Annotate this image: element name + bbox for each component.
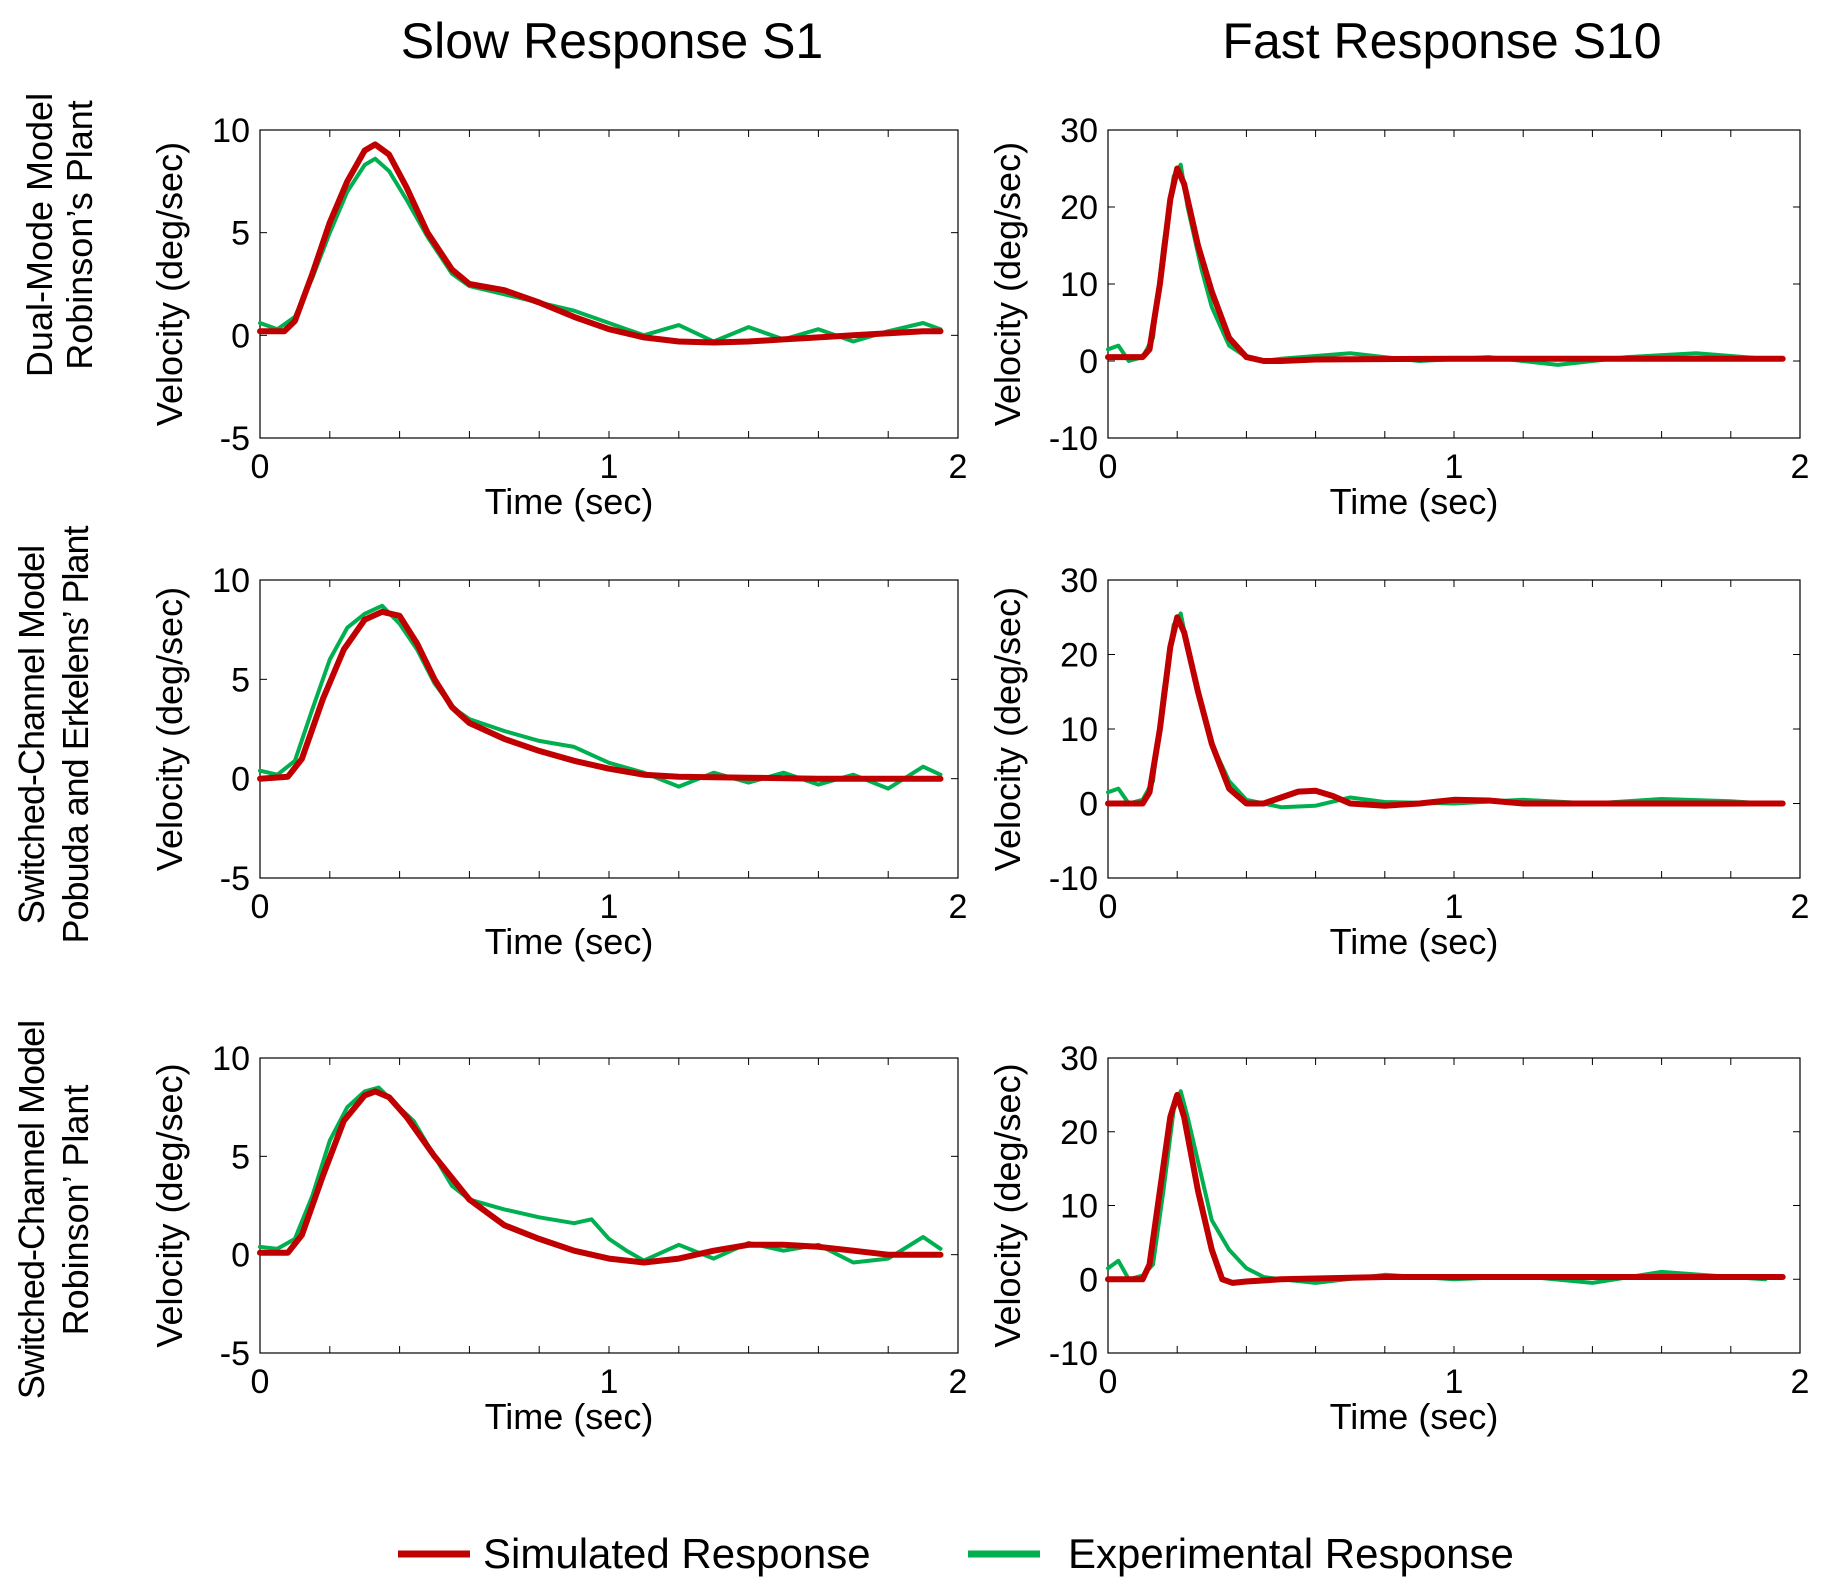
row-title-3-line2: Robinson’ Plant bbox=[55, 1085, 96, 1336]
y-tick-label: 5 bbox=[231, 1138, 250, 1176]
y-tick-label: 20 bbox=[1060, 637, 1098, 675]
y-tick-label: 10 bbox=[212, 112, 250, 150]
y-tick-label: 10 bbox=[1060, 1188, 1098, 1226]
x-axis-label: Time (sec) bbox=[1330, 1396, 1499, 1437]
y-axis-label: Velocity (deg/sec) bbox=[987, 1063, 1028, 1347]
row-title-2-line2: Pobuda and Erkelens’ Plant bbox=[55, 526, 96, 944]
y-tick-label: 20 bbox=[1060, 189, 1098, 227]
legend-label-experimental: Experimental Response bbox=[1068, 1530, 1514, 1577]
y-tick-label: 10 bbox=[212, 562, 250, 600]
x-axis-label: Time (sec) bbox=[485, 1396, 654, 1437]
x-tick-label: 2 bbox=[949, 1363, 968, 1401]
x-tick-label: 0 bbox=[1099, 1363, 1118, 1401]
x-tick-label: 1 bbox=[600, 1363, 619, 1401]
y-tick-label: 0 bbox=[231, 317, 250, 355]
x-tick-label: 2 bbox=[1791, 888, 1810, 926]
series-line-simulated bbox=[257, 141, 944, 346]
series-line-experimental bbox=[1106, 611, 1768, 810]
x-tick-label: 2 bbox=[949, 448, 968, 486]
x-tick-label: 0 bbox=[251, 888, 270, 926]
y-tick-label: 0 bbox=[1079, 786, 1098, 824]
x-tick-label: 0 bbox=[1099, 448, 1118, 486]
y-tick-label: -10 bbox=[1049, 420, 1098, 458]
series-line-simulated bbox=[1105, 165, 1786, 364]
series-line-simulated bbox=[1105, 1091, 1786, 1286]
y-tick-label: 0 bbox=[1079, 343, 1098, 381]
y-axis-label: Velocity (deg/sec) bbox=[149, 142, 190, 426]
x-axis-label: Time (sec) bbox=[485, 481, 654, 522]
plot-frame bbox=[1107, 1057, 1801, 1354]
y-axis-label: Velocity (deg/sec) bbox=[149, 587, 190, 871]
y-axis-label: Velocity (deg/sec) bbox=[149, 1063, 190, 1347]
x-tick-label: 0 bbox=[251, 448, 270, 486]
plot-frame bbox=[259, 1057, 959, 1354]
y-tick-label: 10 bbox=[1060, 266, 1098, 304]
row-title-2-line1: Switched-Channel Model bbox=[11, 546, 52, 924]
x-tick-label: 1 bbox=[600, 448, 619, 486]
y-axis-label: Velocity (deg/sec) bbox=[987, 587, 1028, 871]
y-axis-label: Velocity (deg/sec) bbox=[987, 142, 1028, 426]
y-tick-label: 5 bbox=[231, 215, 250, 253]
column-title-slow: Slow Response S1 bbox=[401, 13, 823, 69]
y-tick-label: -5 bbox=[220, 420, 250, 458]
x-tick-label: 2 bbox=[1791, 448, 1810, 486]
series-line-simulated bbox=[1105, 614, 1786, 809]
y-tick-label: 0 bbox=[231, 1237, 250, 1275]
plot-frame bbox=[1107, 579, 1801, 879]
y-tick-label: 0 bbox=[1079, 1261, 1098, 1299]
series-line-experimental bbox=[1106, 1089, 1768, 1285]
column-title-fast: Fast Response S10 bbox=[1222, 13, 1661, 69]
y-tick-label: 10 bbox=[212, 1040, 250, 1078]
x-tick-label: 2 bbox=[1791, 1363, 1810, 1401]
legend-label-simulated: Simulated Response bbox=[483, 1530, 871, 1577]
x-tick-label: 1 bbox=[1445, 1363, 1464, 1401]
y-tick-label: 30 bbox=[1060, 112, 1098, 150]
row-title-1-line2: Robinson’s Plant bbox=[59, 100, 100, 370]
legend: Simulated Response Experimental Response bbox=[398, 1530, 1514, 1577]
x-axis-label: Time (sec) bbox=[1330, 481, 1499, 522]
y-tick-label: -5 bbox=[220, 860, 250, 898]
series-line-experimental bbox=[258, 156, 943, 344]
x-tick-label: 1 bbox=[1445, 888, 1464, 926]
series-line-simulated bbox=[257, 1088, 944, 1266]
y-tick-label: -5 bbox=[220, 1335, 250, 1373]
plot-frame bbox=[259, 129, 959, 439]
series-line-experimental bbox=[258, 1085, 943, 1265]
series-line-simulated bbox=[257, 608, 944, 782]
y-tick-label: 30 bbox=[1060, 562, 1098, 600]
x-tick-label: 2 bbox=[949, 888, 968, 926]
y-tick-label: 5 bbox=[231, 661, 250, 699]
row-title-1-line1: Dual-Mode Model bbox=[19, 93, 60, 377]
y-tick-label: 10 bbox=[1060, 711, 1098, 749]
x-axis-label: Time (sec) bbox=[485, 921, 654, 962]
x-axis-label: Time (sec) bbox=[1330, 921, 1499, 962]
x-tick-label: 0 bbox=[251, 1363, 270, 1401]
y-tick-label: -10 bbox=[1049, 860, 1098, 898]
y-tick-label: 30 bbox=[1060, 1040, 1098, 1078]
x-tick-label: 1 bbox=[1445, 448, 1464, 486]
x-tick-label: 1 bbox=[600, 888, 619, 926]
y-tick-label: -10 bbox=[1049, 1335, 1098, 1373]
y-tick-label: 20 bbox=[1060, 1114, 1098, 1152]
y-tick-label: 0 bbox=[231, 761, 250, 799]
row-title-3-line1: Switched-Channel Model bbox=[11, 1021, 52, 1399]
series-line-experimental bbox=[258, 603, 943, 791]
x-tick-label: 0 bbox=[1099, 888, 1118, 926]
